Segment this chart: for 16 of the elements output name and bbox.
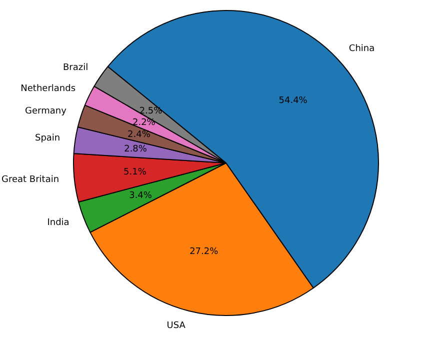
slice-label: Spain — [34, 133, 60, 144]
data-label: 27.2% — [190, 247, 219, 258]
data-label: 5.1% — [124, 167, 147, 178]
slice-label: USA — [166, 321, 186, 332]
slice-label: Great Britain — [2, 174, 60, 185]
data-label: 2.5% — [139, 106, 163, 116]
slice-label: Netherlands — [20, 84, 76, 94]
data-label: 2.8% — [124, 144, 148, 155]
data-label: 2.2% — [132, 118, 156, 128]
data-label: 54.4% — [278, 96, 308, 106]
slice-label: Germany — [25, 106, 68, 117]
data-label: 2.4% — [128, 130, 151, 140]
slice-label: China — [348, 44, 375, 54]
slice-label: Brazil — [62, 62, 88, 73]
data-label: 3.4% — [129, 191, 152, 202]
slice-label: India — [47, 218, 70, 228]
